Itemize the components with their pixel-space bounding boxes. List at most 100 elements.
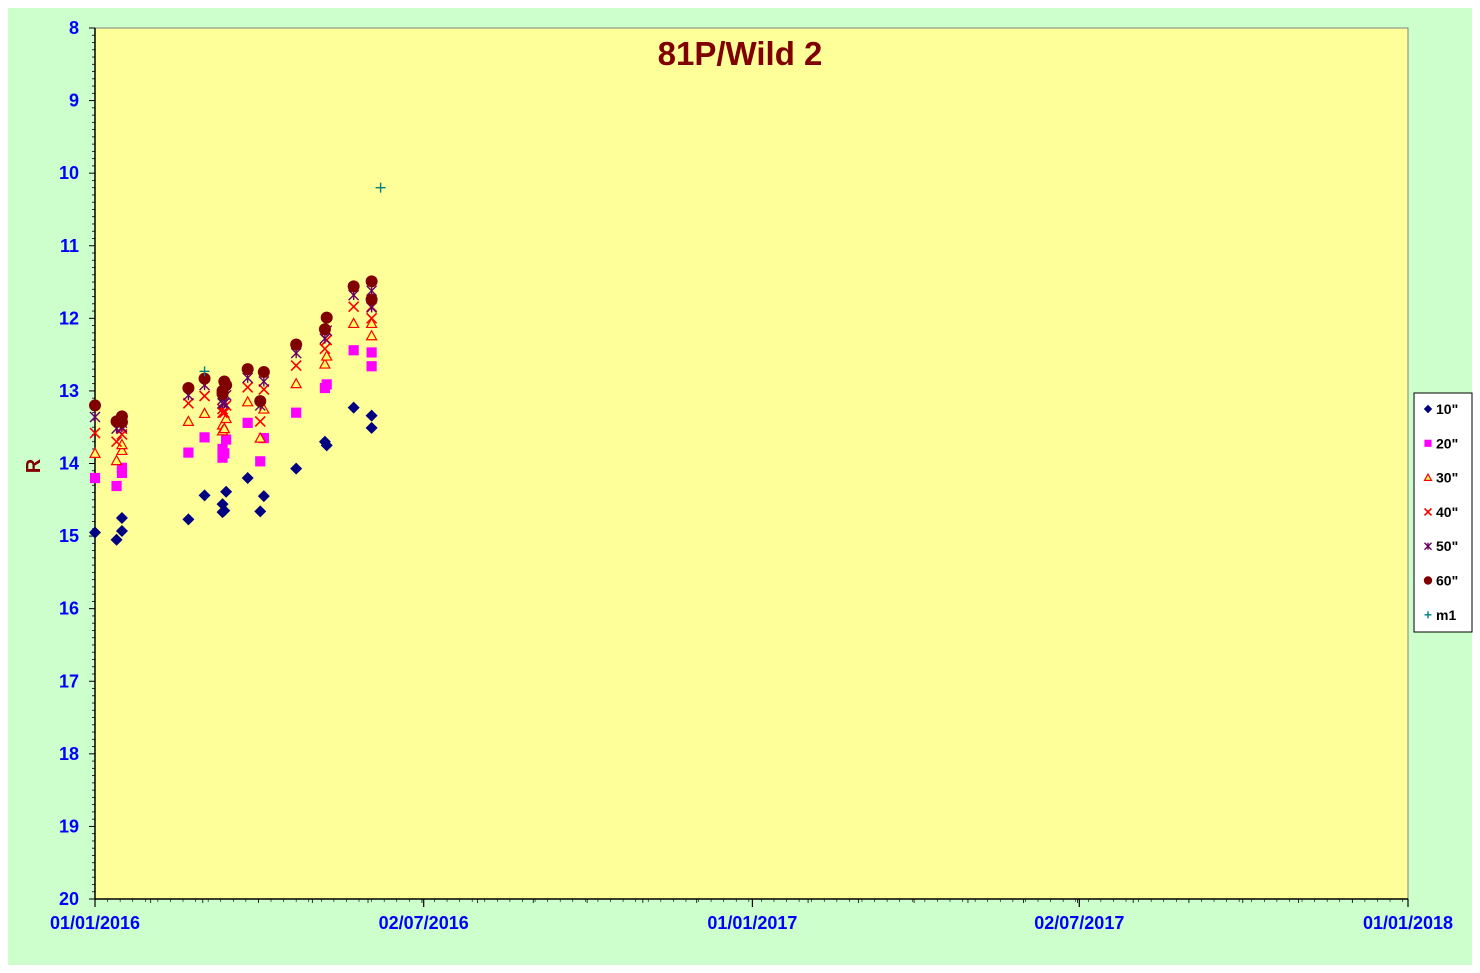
data-point [198, 489, 211, 502]
y-tick-label: 14 [59, 454, 79, 474]
data-point [365, 409, 378, 422]
x-stroke [218, 407, 230, 419]
x-stroke [216, 407, 229, 419]
data-point [254, 395, 267, 408]
data-point [199, 432, 210, 443]
legend-marker [1423, 507, 1433, 516]
x-stroke [89, 427, 101, 439]
series-60 [89, 275, 378, 429]
x-stroke [199, 390, 211, 402]
data-point [290, 359, 302, 372]
y-tick-label: 13 [59, 381, 79, 401]
x-stroke [290, 359, 302, 372]
legend-box [1413, 392, 1473, 633]
legend-item: 40" [1423, 504, 1458, 520]
data-point [182, 415, 195, 427]
data-point [183, 447, 194, 458]
y-tick-label: 18 [59, 744, 79, 764]
data-point [366, 361, 377, 372]
legend-item: 60" [1423, 573, 1458, 589]
data-point [89, 472, 101, 484]
data-point [258, 432, 269, 444]
data-point [318, 357, 331, 369]
data-point [89, 526, 101, 539]
y-tick-label: 16 [59, 599, 79, 619]
data-point [115, 511, 128, 524]
data-point [257, 490, 270, 503]
x-stroke [366, 312, 378, 324]
data-point [220, 379, 233, 392]
data-points [88, 182, 386, 546]
legend-label: m1 [1436, 607, 1456, 623]
data-point [290, 462, 303, 475]
data-point [218, 504, 231, 517]
legend-marker [1423, 576, 1433, 585]
data-point [347, 280, 360, 293]
data-point [199, 390, 211, 402]
data-point [348, 301, 360, 313]
data-point [218, 407, 230, 419]
data-point [366, 312, 378, 324]
y-axis-label: R [23, 458, 45, 473]
data-point [254, 431, 267, 443]
y-tick-label: 20 [59, 889, 79, 909]
data-point [199, 366, 210, 377]
data-point [318, 323, 331, 336]
x-stroke [258, 383, 270, 396]
axes: 8 9 10 11 12 13 14 15 16 17 18 19 20 01/01/2016 02/07/… [50, 18, 1453, 933]
data-point [115, 410, 128, 423]
data-point [115, 525, 128, 538]
data-point [89, 411, 101, 423]
series-m1 [199, 182, 386, 377]
x-stroke [110, 436, 123, 448]
data-point [242, 417, 253, 428]
data-point [321, 379, 332, 390]
x-stroke [1423, 507, 1433, 516]
data-point [258, 375, 270, 387]
legend-label: 20" [1436, 435, 1458, 451]
data-point [182, 382, 195, 395]
data-point [320, 349, 333, 361]
legend-label: 40" [1436, 504, 1458, 520]
data-point [182, 513, 195, 526]
y-tick-label: 10 [59, 163, 79, 183]
data-point [366, 347, 377, 358]
data-point [258, 383, 270, 396]
data-point [221, 434, 232, 445]
data-point [291, 407, 302, 418]
legend-label: 50" [1436, 538, 1458, 554]
y-tick-label: 8 [69, 18, 79, 38]
data-point [241, 472, 254, 485]
series-30 [88, 317, 378, 466]
data-point [89, 427, 101, 439]
data-point [347, 401, 360, 414]
series-10 [89, 401, 378, 546]
data-point [88, 447, 102, 458]
data-point [320, 439, 333, 452]
data-point [365, 275, 378, 288]
y-tick-label: 15 [59, 526, 79, 546]
data-point [110, 436, 123, 448]
data-point [198, 407, 211, 419]
data-point [241, 363, 254, 376]
x-stroke [242, 381, 254, 393]
data-point [254, 415, 266, 427]
y-tick-label: 11 [60, 236, 79, 256]
legend-marker [1424, 611, 1432, 619]
legend-item: 30" [1423, 470, 1458, 486]
y-tick-label: 17 [59, 671, 79, 691]
data-point [319, 343, 331, 355]
x-stroke [319, 343, 331, 355]
data-point [218, 422, 231, 434]
legend-item: 50" [1424, 538, 1458, 554]
legend-label: 10" [1436, 401, 1458, 417]
data-point [348, 345, 359, 356]
data-point [365, 293, 378, 306]
chart-title: 81P/Wild 2 [658, 35, 823, 72]
legend-marker [1424, 439, 1432, 447]
data-point [257, 366, 270, 379]
x-tick-label: 01/01/2016 [50, 913, 140, 933]
y-tick-label: 9 [69, 91, 79, 111]
data-point [219, 448, 230, 459]
legend-label: 30" [1436, 470, 1458, 486]
